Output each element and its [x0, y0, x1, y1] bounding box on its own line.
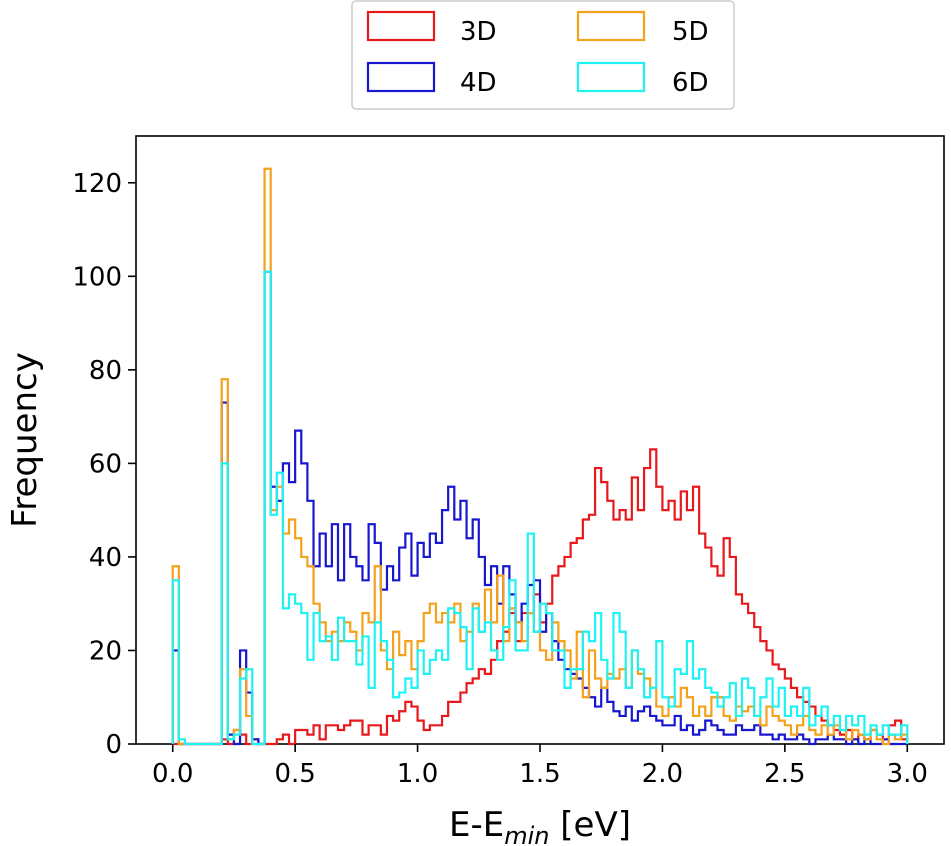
x-tick-label: 3.0 — [887, 759, 928, 789]
y-tick-label: 120 — [72, 169, 122, 199]
legend-swatch-5d — [576, 10, 646, 42]
series-6d-step — [171, 270, 909, 746]
legend-swatch-3d — [366, 10, 436, 42]
x-tick-label: 0.0 — [152, 759, 193, 789]
x-label-unit: [eV] — [549, 805, 631, 845]
x-tick-label: 1.5 — [519, 759, 560, 789]
x-tick-label: 2.0 — [642, 759, 683, 789]
legend-box — [351, 0, 735, 110]
x-tick-label: 2.5 — [764, 759, 805, 789]
y-tick-label: 80 — [89, 356, 122, 386]
legend: 3D 4D 5D 6D — [351, 0, 735, 110]
legend-swatch-4d — [366, 61, 436, 93]
x-label-main: E-E — [449, 805, 504, 845]
legend-label-3d: 3D — [460, 17, 497, 47]
y-tick-label: 60 — [89, 449, 122, 479]
x-label-subscript: min — [504, 822, 549, 846]
legend-label-5d: 5D — [672, 17, 709, 47]
plot-frame — [135, 135, 945, 745]
series-5d-step — [171, 167, 909, 746]
series-3d-step — [172, 448, 909, 746]
axes-group — [135, 135, 945, 745]
y-axis-label: Frequency — [5, 352, 45, 528]
ticks-layer: 0.0 0.5 1.0 1.5 2.0 2.5 3.0 0 20 40 60 80 100 120 — [72, 169, 928, 789]
y-tick-label: 40 — [89, 543, 122, 573]
y-tick-label: 0 — [105, 730, 122, 760]
x-tick-label: 0.5 — [274, 759, 315, 789]
legend-swatch-6d — [576, 61, 646, 93]
x-axis-label: E-Emin [eV] — [449, 805, 631, 846]
legend-label-6d: 6D — [672, 68, 709, 98]
x-tick-label: 1.0 — [397, 759, 438, 789]
legend-label-4d: 4D — [460, 68, 497, 98]
series-layer — [171, 167, 909, 746]
y-tick-label: 20 — [89, 636, 122, 666]
y-tick-label: 100 — [72, 262, 122, 292]
